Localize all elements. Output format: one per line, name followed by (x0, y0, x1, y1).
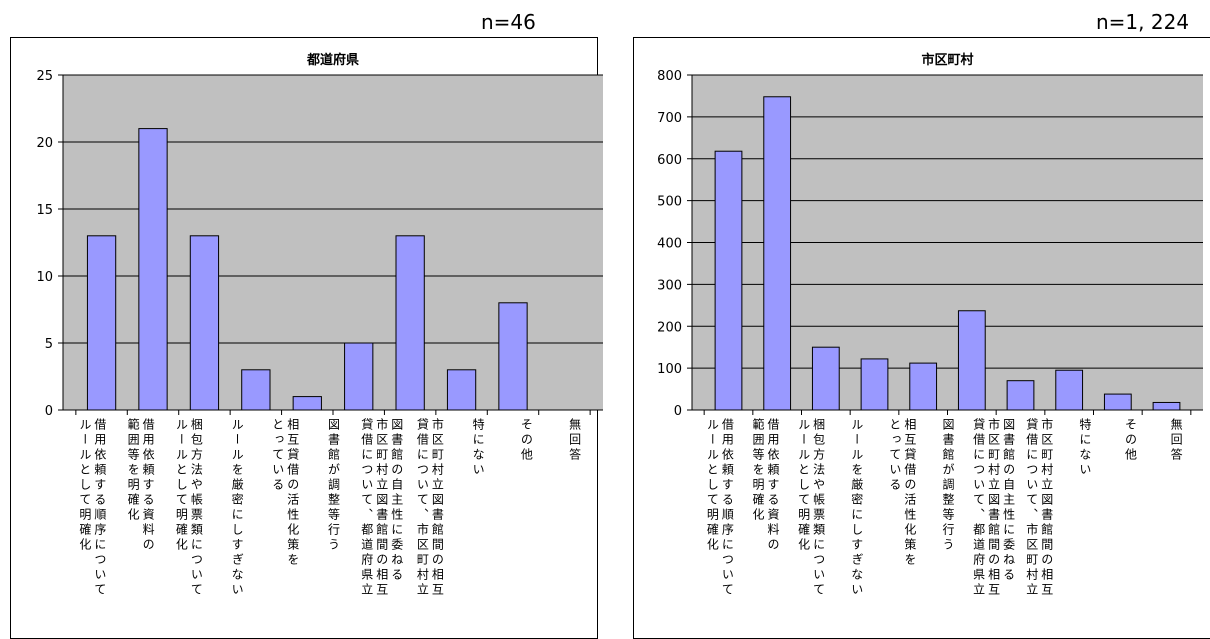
x-category-label: 図書館が調整等行う (326, 418, 341, 553)
bar (811, 346, 840, 411)
bar-chart-svg: 都道府県 0 5 10 15 20 25 (36, 52, 603, 419)
x-category-label: 特にない (1077, 418, 1092, 478)
bar (498, 302, 528, 411)
y-tick-label: 0 (45, 404, 53, 419)
x-category-label: 特にない (471, 418, 486, 478)
chart-title: 市区町村 (921, 52, 973, 68)
bar (1006, 380, 1035, 411)
sample-size-right: n=1, 224 (1096, 10, 1190, 34)
x-category-label: 市区町村立図書館間の相互 貸借について、市区町村立 (1024, 418, 1054, 598)
bar (86, 235, 117, 411)
bar (909, 362, 938, 411)
x-category-label: 借用依頼する順序について ルールとして明確化 (705, 418, 735, 598)
y-tick-label: 5 (45, 337, 53, 352)
x-category-label: 無回答 (1169, 418, 1184, 463)
y-tick-label: 25 (36, 69, 53, 84)
bar (1152, 401, 1181, 411)
y-tick-label: 300 (657, 278, 682, 293)
x-category-label: 借用依頼する資料の 範囲等を明確化 (751, 418, 780, 553)
chart-panel-prefectures: 都道府県 0 5 10 15 20 25 借用依頼する順序について ルールとして明確化 借用依頼… (10, 37, 603, 639)
bar (138, 128, 168, 411)
x-category-label: 相互貸借の活性化策を とっている (887, 418, 917, 568)
x-category-label: その他 (1123, 418, 1138, 463)
y-tick-label: 10 (36, 270, 53, 285)
bar (241, 369, 271, 411)
sample-size-left: n=46 (481, 10, 536, 34)
x-category-label: 市区町村立図書館間の相互 貸借について、市区町村立 (415, 418, 445, 598)
y-tick-label: 100 (657, 362, 682, 377)
chart-panel-municipalities: 市区町村 0 100 200 300 400 500 600 700 800 借用依頼する順序につい… (633, 37, 1210, 639)
y-tick-label: 600 (657, 153, 682, 168)
x-category-label: 梱包方法や帳票類について ルールとして明確化 (796, 418, 826, 598)
x-category-label: 図書館の自主性に委ねる 市区町村立図書館間の相互 貸借について、都道府県立 (359, 418, 404, 598)
x-category-label: 梱包方法や帳票類について ルールとして明確化 (174, 418, 204, 598)
x-category-label: ルールを厳密にしすぎない (230, 418, 245, 598)
x-category-label: 図書館が調整等行う (941, 418, 955, 553)
x-category-label: その他 (519, 418, 534, 463)
y-tick-label: 15 (36, 203, 53, 218)
y-tick-label: 200 (657, 320, 682, 335)
y-tick-label: 800 (657, 69, 682, 84)
x-category-label: 借用依頼する順序について ルールとして明確化 (77, 418, 107, 598)
bar (189, 235, 220, 411)
bar (860, 358, 889, 411)
chart-title: 都道府県 (306, 52, 359, 68)
bar (714, 150, 743, 411)
y-tick-label: 20 (36, 136, 53, 151)
x-category-label: 借用依頼する資料の 範囲等を明確化 (126, 418, 156, 553)
bar (292, 396, 322, 411)
bar (1055, 369, 1084, 411)
x-category-label: 図書館の自主性に委ねる 市区町村立図書館間の相互 貸借について、都道府県立 (971, 418, 1016, 598)
bar (763, 96, 792, 411)
bar-chart-svg: 市区町村 0 100 200 300 400 500 600 700 800 (657, 52, 1203, 419)
y-tick-label: 500 (657, 195, 682, 210)
y-tick-label: 0 (674, 404, 682, 419)
y-tick-label: 700 (657, 111, 682, 126)
x-category-label: 無回答 (567, 418, 582, 463)
x-category-label: ルールを厳密にしすぎない (849, 418, 864, 598)
bar (1103, 393, 1132, 411)
bar (957, 310, 986, 411)
bar (344, 342, 374, 411)
bar (446, 369, 477, 411)
y-tick-label: 400 (657, 237, 682, 252)
x-category-label: 相互貸借の活性化策を とっている (270, 418, 300, 568)
bar (395, 235, 425, 411)
